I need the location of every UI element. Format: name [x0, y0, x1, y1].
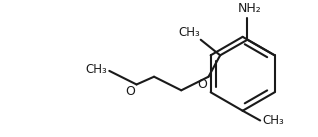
- Text: CH₃: CH₃: [178, 26, 200, 39]
- Text: CH₃: CH₃: [86, 63, 107, 76]
- Text: O: O: [198, 78, 208, 91]
- Text: CH₃: CH₃: [262, 114, 284, 127]
- Text: O: O: [126, 85, 135, 99]
- Text: NH₂: NH₂: [238, 2, 261, 15]
